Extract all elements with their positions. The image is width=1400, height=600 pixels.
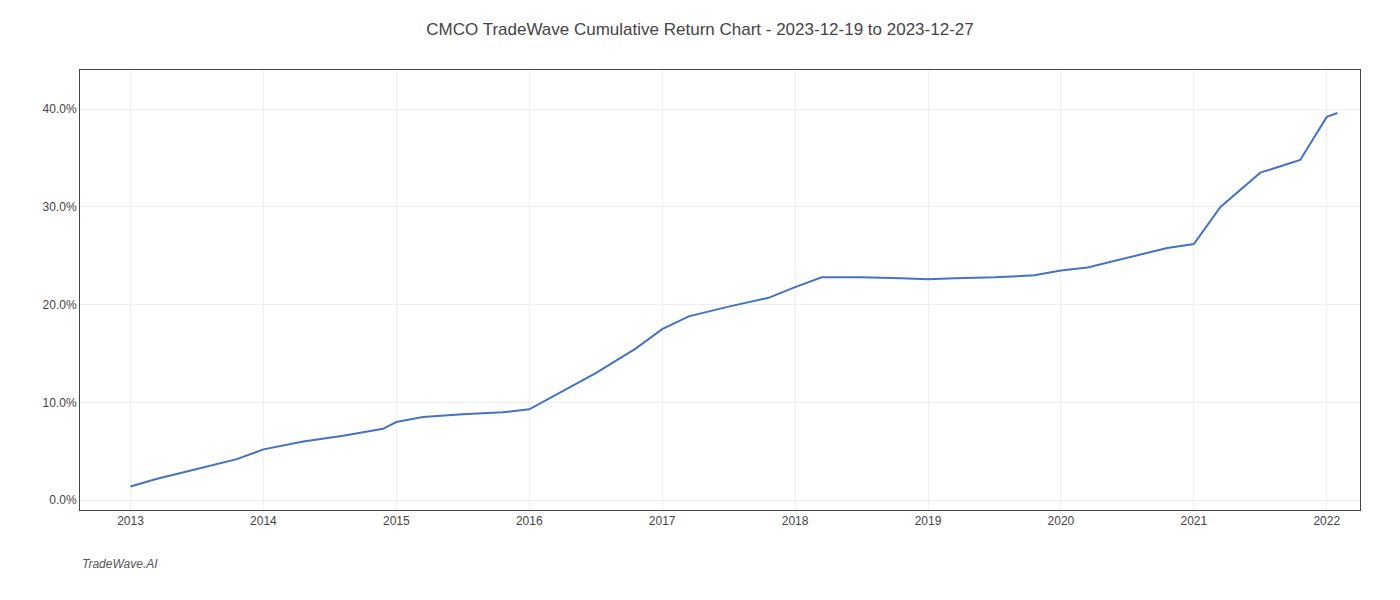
svg-text:2018: 2018 — [782, 514, 809, 528]
svg-text:0.0%: 0.0% — [49, 493, 77, 507]
svg-text:2016: 2016 — [516, 514, 543, 528]
svg-text:TradeWave.AI: TradeWave.AI — [82, 557, 158, 571]
svg-text:2022: 2022 — [1313, 514, 1340, 528]
svg-text:2021: 2021 — [1180, 514, 1207, 528]
svg-text:20.0%: 20.0% — [43, 298, 77, 312]
svg-text:CMCO TradeWave Cumulative Retu: CMCO TradeWave Cumulative Return Chart -… — [426, 20, 973, 39]
svg-text:2020: 2020 — [1048, 514, 1075, 528]
svg-text:2013: 2013 — [117, 514, 144, 528]
svg-text:30.0%: 30.0% — [43, 200, 77, 214]
svg-text:10.0%: 10.0% — [43, 396, 77, 410]
svg-text:2014: 2014 — [250, 514, 277, 528]
svg-text:2017: 2017 — [649, 514, 676, 528]
svg-text:2019: 2019 — [915, 514, 942, 528]
svg-text:2015: 2015 — [383, 514, 410, 528]
svg-text:40.0%: 40.0% — [43, 102, 77, 116]
